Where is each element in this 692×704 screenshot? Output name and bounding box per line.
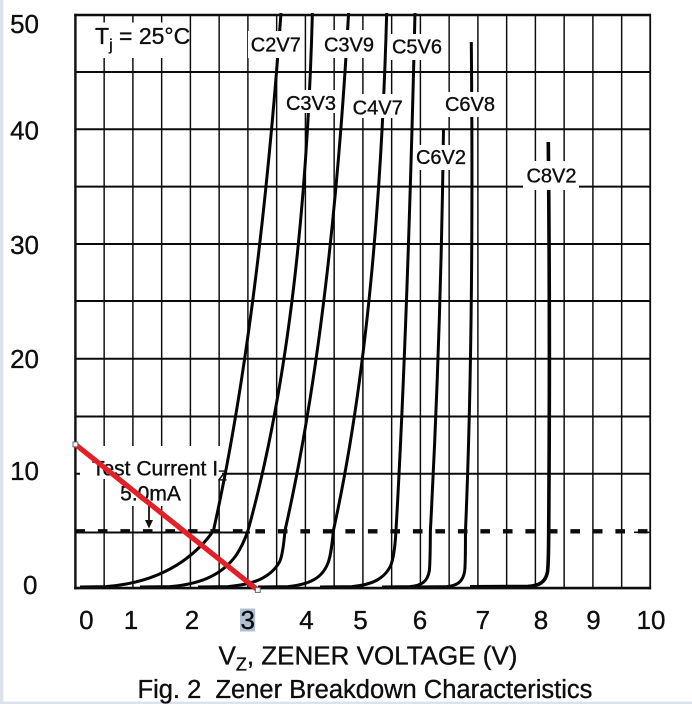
svg-text:2: 2	[185, 605, 199, 635]
svg-text:0: 0	[79, 605, 93, 635]
svg-text:Fig. 2 Zener Breakdown Charac: Fig. 2 Zener Breakdown Characteristics	[138, 676, 593, 704]
svg-text:6: 6	[413, 605, 427, 635]
svg-text:VZ, ZENER VOLTAGE (V): VZ, ZENER VOLTAGE (V)	[219, 641, 518, 675]
svg-text:3: 3	[240, 605, 254, 635]
svg-text:C8V2: C8V2	[526, 165, 576, 187]
svg-text:50: 50	[10, 9, 39, 39]
svg-text:C6V8: C6V8	[445, 94, 495, 116]
svg-text:4: 4	[299, 605, 313, 635]
svg-text:7: 7	[476, 605, 490, 635]
svg-text:5.0mA: 5.0mA	[120, 483, 181, 506]
svg-text:Tj = 25°C: Tj = 25°C	[95, 23, 190, 54]
svg-text:40: 40	[10, 116, 39, 146]
svg-text:5: 5	[353, 605, 367, 635]
svg-text:10: 10	[10, 456, 39, 486]
svg-text:C6V2: C6V2	[416, 147, 466, 169]
svg-text:30: 30	[10, 230, 39, 260]
svg-text:C2V7: C2V7	[251, 35, 301, 57]
svg-text:8: 8	[534, 605, 548, 635]
svg-text:C3V3: C3V3	[286, 93, 336, 115]
svg-text:10: 10	[637, 605, 666, 635]
svg-text:0: 0	[23, 570, 37, 600]
svg-text:C5V6: C5V6	[392, 37, 442, 59]
svg-text:9: 9	[586, 605, 600, 635]
svg-text:C3V9: C3V9	[324, 35, 374, 57]
svg-text:C4V7: C4V7	[353, 98, 403, 120]
svg-text:20: 20	[10, 344, 39, 374]
svg-text:1: 1	[124, 605, 138, 635]
svg-text:Test Current IZ: Test Current IZ	[92, 458, 227, 485]
